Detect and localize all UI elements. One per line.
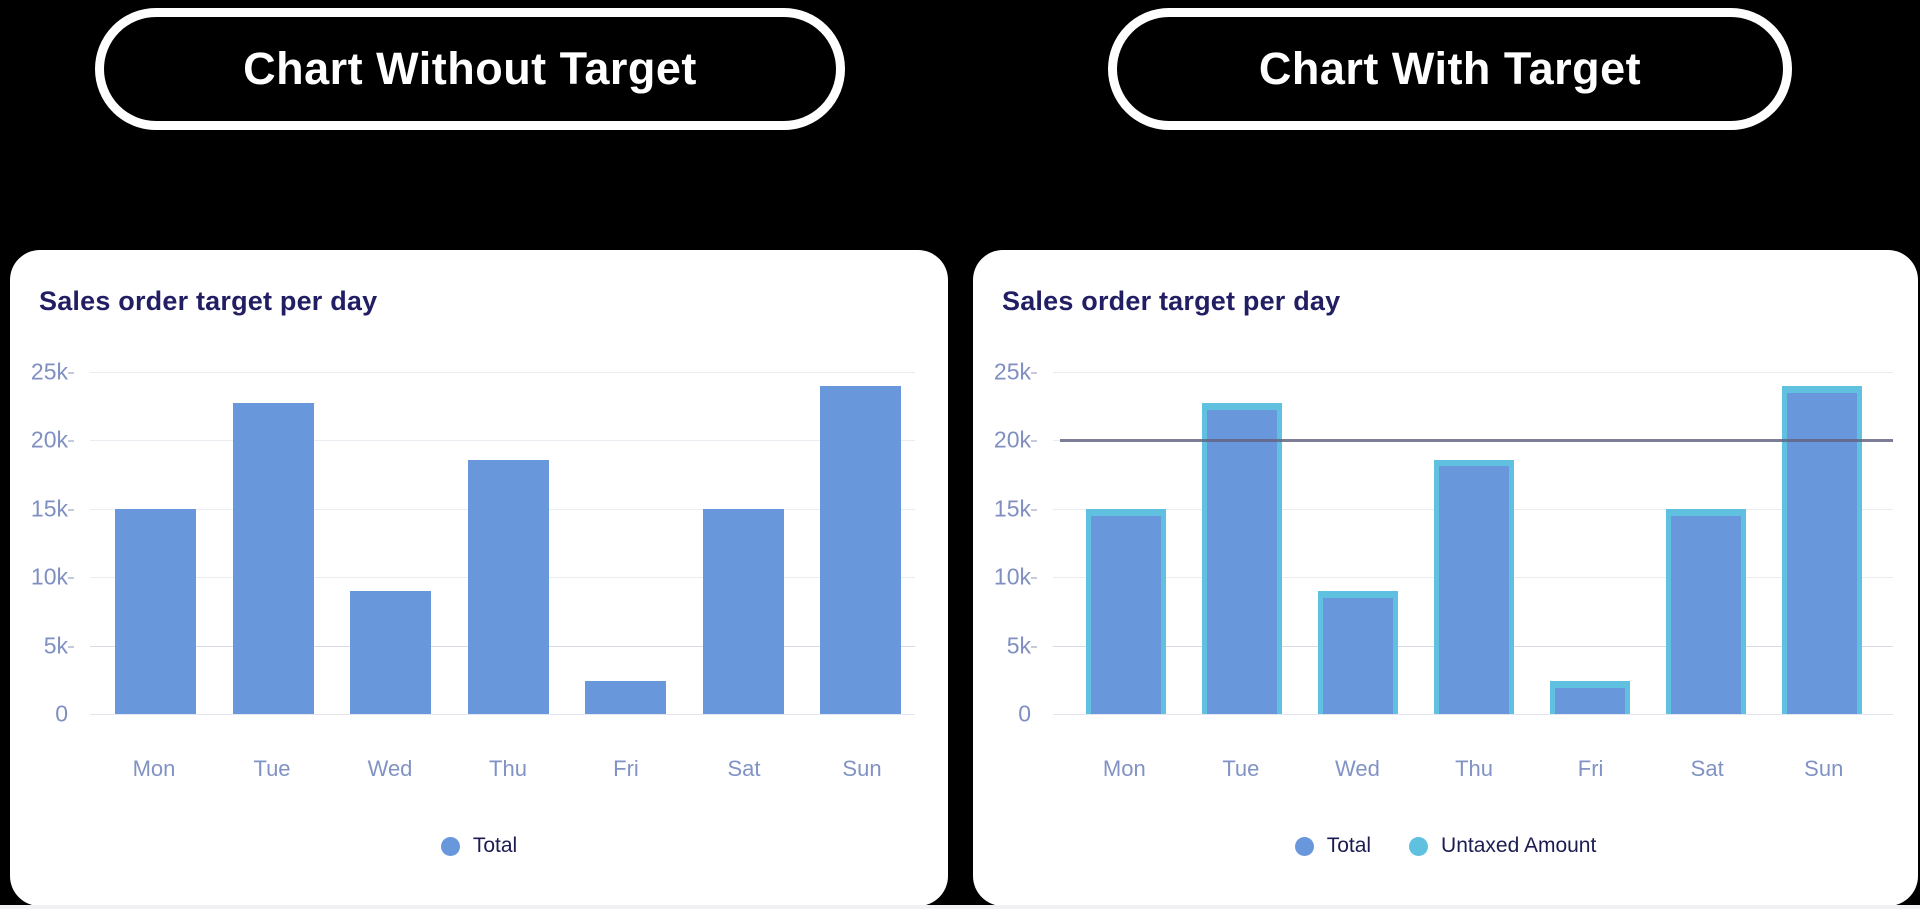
y-axis-tick-10k: [1031, 577, 1037, 579]
chart-card-without-target: Sales order target per day 25k 20k 15k 10k 5…: [10, 250, 948, 906]
bar-fri-total[interactable]: [585, 681, 666, 714]
y-axis-tick-10k: [68, 577, 74, 579]
bar-tue-untaxed-amount[interactable]: [1202, 403, 1282, 714]
x-axis-label-fri: Fri: [613, 756, 639, 781]
legend-label-total: Total: [472, 834, 518, 857]
y-axis-tick-5k: [1031, 646, 1037, 648]
bar-thu-untaxed-amount[interactable]: [1434, 459, 1514, 714]
y-axis-tick-20k: [1031, 440, 1037, 442]
legend-item-total[interactable]: Total: [1294, 834, 1372, 858]
x-axis-label-thu: Thu: [1455, 756, 1493, 781]
legend-label-total: Total: [1326, 834, 1372, 857]
bar-tue-total[interactable]: [1207, 410, 1277, 714]
y-axis-label-15k: 15k: [993, 495, 1031, 522]
y-axis-tick-20k: [68, 440, 74, 442]
x-axis-label-wed: Wed: [1335, 756, 1380, 781]
badge-chart-with-target-label: Chart With Target: [1258, 43, 1642, 94]
bar-sun-untaxed-amount[interactable]: [1782, 385, 1862, 714]
legend: Total: [10, 832, 948, 860]
bar-wed-total[interactable]: [1323, 597, 1393, 714]
gridline-0: [90, 714, 915, 715]
y-axis-tick-25k: [68, 372, 74, 374]
x-axis-label-mon: Mon: [1102, 756, 1146, 781]
bar-mon-total[interactable]: [115, 508, 196, 714]
badge-chart-without-target: Chart Without Target: [95, 8, 845, 130]
bar-sat-total[interactable]: [702, 508, 784, 714]
y-axis-label-25k: 25k: [30, 358, 68, 385]
bar-fri-untaxed-amount[interactable]: [1550, 681, 1630, 714]
y-axis-label-5k: 5k: [1006, 632, 1031, 659]
bar-wed-total[interactable]: [350, 590, 431, 714]
bottom-strip: [0, 905, 1920, 909]
y-axis-tick-15k: [1031, 509, 1037, 511]
legend-item-total[interactable]: Total: [440, 834, 518, 858]
gridline-20k: [90, 440, 915, 441]
legend-item-untaxed-amount[interactable]: Untaxed Amount: [1409, 834, 1596, 858]
y-axis-label-0: 0: [1018, 700, 1031, 727]
gridline-25k: [90, 372, 915, 373]
x-axis-labels: Mon Tue Wed Thu Fri Sat Sun: [95, 756, 921, 784]
y-axis-tick-5k: [68, 646, 74, 648]
x-axis-label-thu: Thu: [489, 756, 527, 781]
y-axis-label-10k: 10k: [993, 563, 1031, 590]
bars-layer: [1086, 372, 1862, 714]
y-axis-label-5k: 5k: [43, 632, 68, 659]
gridlines-layer: 25k 20k 15k 10k 5k 0: [10, 250, 948, 906]
bar-thu-total[interactable]: [1439, 466, 1509, 714]
y-axis-tick-25k: [1031, 372, 1037, 374]
bar-tue-total[interactable]: [232, 403, 314, 714]
x-axis-label-mon: Mon: [132, 756, 176, 781]
x-axis-label-sat: Sat: [727, 756, 761, 781]
y-axis-label-25k: 25k: [993, 358, 1031, 385]
y-axis-label-20k: 20k: [993, 426, 1031, 453]
legend-dot-total-icon: [1294, 836, 1314, 856]
bar-sat-total[interactable]: [1671, 515, 1741, 714]
chart-title: Sales order target per day: [39, 286, 378, 316]
chart-title: Sales order target per day: [1002, 286, 1341, 316]
x-axis-label-fri: Fri: [1577, 756, 1604, 781]
bar-wed-untaxed-amount[interactable]: [1318, 590, 1398, 714]
y-axis-label-15k: 15k: [30, 495, 68, 522]
gridline-0: [1053, 714, 1893, 715]
bars-layer: [115, 372, 901, 714]
bar-sun-total[interactable]: [1787, 392, 1857, 714]
legend-label-untaxed-amount: Untaxed Amount: [1441, 834, 1597, 857]
legend-dot-total-icon: [440, 836, 460, 856]
legend: Total Untaxed Amount: [973, 832, 1918, 860]
target-line: [1060, 439, 1893, 442]
y-axis-label-10k: 10k: [30, 563, 68, 590]
bar-sun-total[interactable]: [820, 385, 901, 714]
chart-card-with-target: Sales order target per day 25k 20k 15k 10k 5…: [973, 250, 1918, 906]
x-axis-label-sun: Sun: [1804, 756, 1844, 781]
x-axis-label-tue: Tue: [1222, 756, 1260, 781]
x-axis-label-wed: Wed: [367, 756, 413, 781]
badge-chart-without-target-label: Chart Without Target: [243, 43, 697, 94]
y-axis-label-20k: 20k: [30, 426, 68, 453]
bar-mon-untaxed-amount[interactable]: [1086, 508, 1166, 714]
badge-chart-with-target: Chart With Target: [1108, 8, 1792, 130]
x-axis-label-tue: Tue: [253, 756, 291, 781]
bar-thu-total[interactable]: [467, 459, 549, 714]
bar-sat-untaxed-amount[interactable]: [1666, 508, 1746, 714]
legend-dot-untaxed-amount-icon: [1409, 836, 1429, 856]
bar-mon-total[interactable]: [1091, 515, 1161, 714]
bar-fri-total[interactable]: [1555, 688, 1625, 714]
x-axis-labels: Mon Tue Wed Thu Fri Sat Sun: [1066, 756, 1882, 784]
x-axis-label-sun: Sun: [842, 756, 882, 781]
y-axis-tick-15k: [68, 509, 74, 511]
y-axis-label-0: 0: [55, 700, 68, 727]
x-axis-label-sat: Sat: [1690, 756, 1724, 781]
gridline-25k: [1053, 372, 1893, 373]
